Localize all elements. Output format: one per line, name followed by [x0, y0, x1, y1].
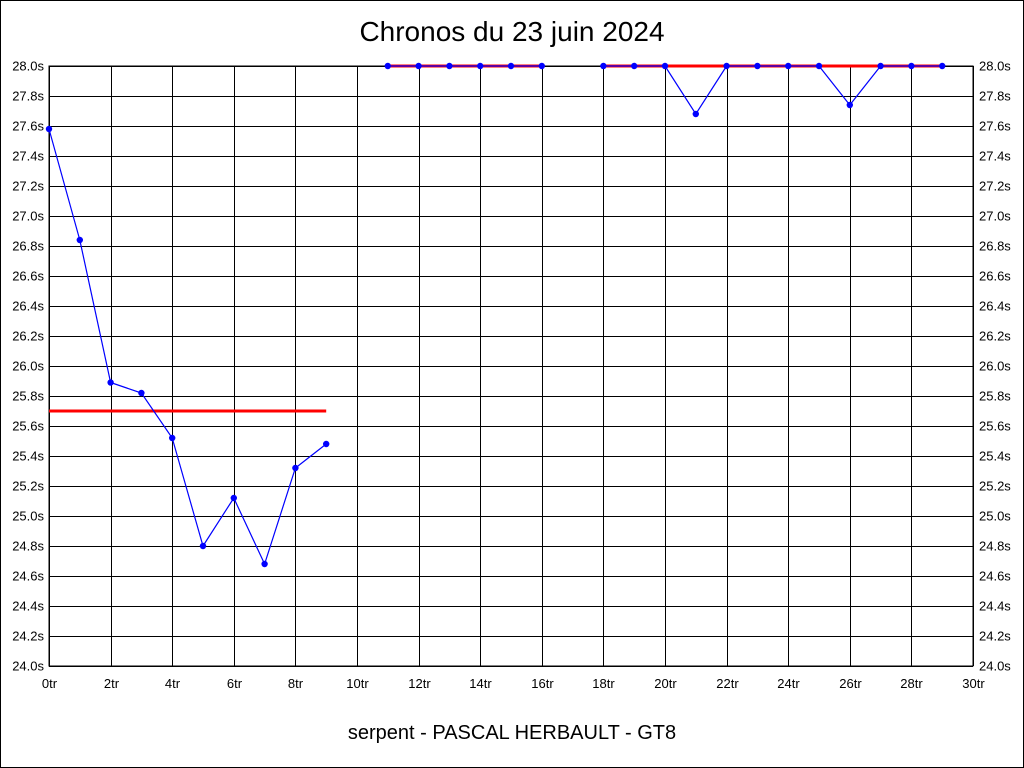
y-tick-label-right: 25.2s [979, 479, 1011, 494]
x-tick-label: 24tr [777, 676, 800, 691]
x-tick-label: 20tr [654, 676, 677, 691]
data-point [908, 62, 915, 70]
data-point [138, 389, 145, 397]
data-point [477, 62, 484, 70]
y-tick-label-right: 24.4s [979, 599, 1011, 614]
y-tick-label-right: 24.0s [979, 659, 1011, 674]
y-tick-label-right: 24.6s [979, 569, 1011, 584]
y-tick-label-right: 25.0s [979, 509, 1011, 524]
data-point [939, 62, 946, 70]
y-tick-label-left: 25.2s [12, 479, 44, 494]
data-point [261, 560, 268, 568]
data-point [76, 236, 84, 244]
y-tick-label-left: 24.6s [12, 569, 44, 584]
data-point [199, 542, 207, 550]
data-point [323, 440, 330, 448]
y-tick-label-left: 25.6s [12, 419, 44, 434]
data-point [45, 125, 53, 133]
y-tick-label-right: 27.8s [979, 89, 1011, 104]
y-tick-label-left: 25.0s [12, 509, 44, 524]
y-tick-label-right: 26.0s [979, 359, 1011, 374]
y-tick-label-left: 27.8s [12, 89, 44, 104]
data-point [661, 62, 669, 70]
data-point [754, 62, 761, 70]
y-tick-label-right: 25.6s [979, 419, 1011, 434]
y-tick-label-right: 26.8s [979, 239, 1011, 254]
data-point [507, 62, 515, 70]
y-tick-label-right: 25.4s [979, 449, 1011, 464]
y-tick-label-left: 27.0s [12, 209, 44, 224]
y-tick-label-right: 27.4s [979, 149, 1011, 164]
x-tick-label: 30tr [962, 676, 985, 691]
x-tick-label: 18tr [592, 676, 615, 691]
y-tick-label-right: 25.8s [979, 389, 1011, 404]
y-tick-label-right: 27.6s [979, 119, 1011, 134]
data-point [415, 62, 422, 70]
y-tick-label-right: 26.2s [979, 329, 1011, 344]
data-point [631, 62, 638, 70]
x-tick-label: 26tr [839, 676, 862, 691]
x-tick-label: 10tr [346, 676, 369, 691]
data-point [107, 379, 114, 386]
chart-title: Chronos du 23 juin 2024 [359, 16, 665, 47]
data-point [815, 62, 823, 70]
y-tick-label-left: 25.4s [12, 449, 44, 464]
x-tick-label: 12tr [408, 676, 431, 691]
y-tick-label-left: 27.2s [12, 179, 44, 194]
data-point [538, 62, 545, 70]
y-tick-label-left: 26.2s [12, 329, 44, 344]
y-tick-label-right: 27.0s [979, 209, 1011, 224]
chart-subtitle: serpent - PASCAL HERBAULT - GT8 [347, 722, 677, 744]
data-point [846, 101, 853, 109]
data-point [723, 62, 730, 70]
y-tick-label-left: 26.8s [12, 239, 44, 254]
data-point [600, 62, 607, 70]
data-point [877, 62, 884, 70]
y-tick-label-left: 27.6s [12, 119, 44, 134]
x-tick-label: 14tr [469, 676, 492, 691]
y-tick-label-right: 24.8s [979, 539, 1011, 554]
x-tick-label: 28tr [900, 676, 923, 691]
y-tick-label-right: 28.0s [979, 59, 1011, 74]
data-point [692, 110, 699, 118]
y-tick-label-right: 27.2s [979, 179, 1011, 194]
data-point [169, 434, 176, 442]
series-line [603, 65, 943, 116]
y-tick-label-left: 27.4s [12, 149, 44, 164]
y-tick-label-left: 26.6s [12, 269, 44, 284]
data-point [384, 62, 391, 70]
x-tick-label: 8tr [288, 676, 304, 691]
y-tick-label-left: 26.4s [12, 299, 44, 314]
series-line [48, 128, 327, 566]
y-tick-label-left: 24.2s [12, 629, 44, 644]
y-tick-label-left: 26.0s [12, 359, 44, 374]
x-tick-label: 4tr [165, 676, 181, 691]
data-point [292, 464, 299, 472]
y-tick-label-right: 26.4s [979, 299, 1011, 314]
y-tick-label-left: 24.0s [12, 659, 44, 674]
y-tick-label-left: 24.8s [12, 539, 44, 554]
x-tick-label: 6tr [227, 676, 243, 691]
x-tick-label: 16tr [531, 676, 554, 691]
y-tick-label-left: 25.8s [12, 389, 44, 404]
y-tick-label-right: 26.6s [979, 269, 1011, 284]
data-point [230, 494, 237, 502]
y-tick-label-left: 24.4s [12, 599, 44, 614]
y-tick-label-right: 24.2s [979, 629, 1011, 644]
data-point [446, 62, 453, 70]
x-tick-label: 22tr [716, 676, 739, 691]
data-point [785, 62, 792, 70]
y-tick-label-left: 28.0s [12, 59, 44, 74]
x-tick-label: 2tr [104, 676, 120, 691]
x-tick-label: 0tr [42, 676, 58, 691]
